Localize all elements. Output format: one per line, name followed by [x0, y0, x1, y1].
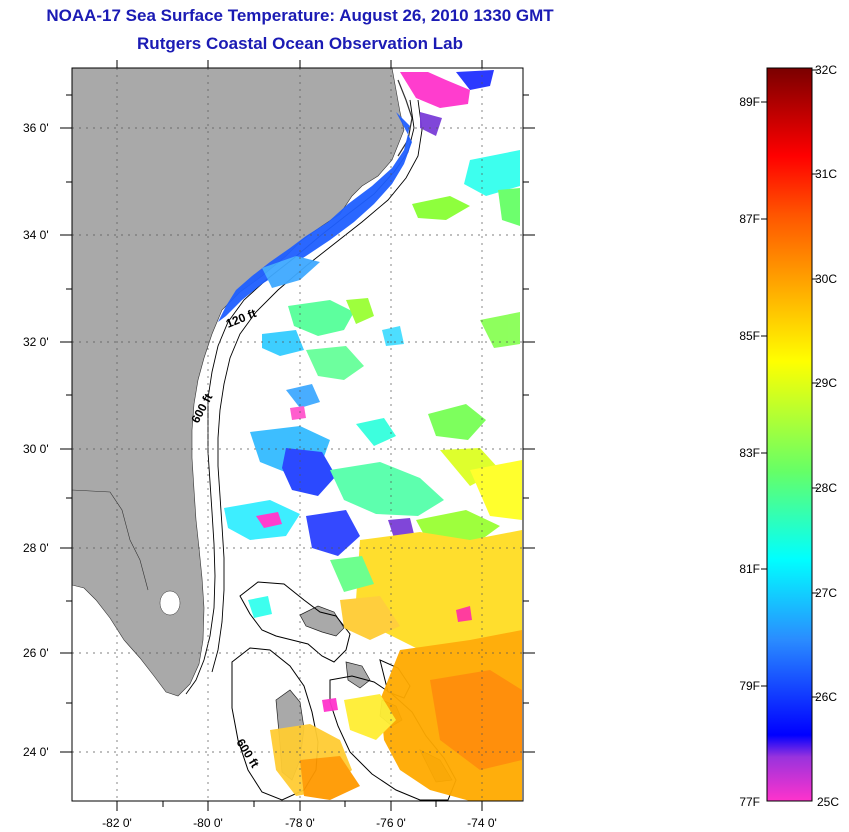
lat-label: 32 0': [23, 335, 49, 349]
celsius-label: 30C: [815, 272, 837, 286]
fahrenheit-label: 89F: [739, 95, 760, 109]
fahrenheit-label: 77F: [739, 795, 760, 809]
lon-label: -80 0': [193, 816, 223, 830]
celsius-label: 32C: [815, 63, 837, 77]
fahrenheit-label: 79F: [739, 679, 760, 693]
colorbar-celsius-labels: 32C 31C 30C 29C 28C 27C 26C 25C: [815, 63, 839, 809]
lon-label: -74 0': [467, 816, 497, 830]
sst-data: [218, 70, 522, 801]
lat-label: 36 0': [23, 121, 49, 135]
colorbar: [766, 67, 813, 802]
lon-label: -82 0': [102, 816, 132, 830]
celsius-label: 28C: [815, 481, 837, 495]
colorbar-fahrenheit-labels: 89F 87F 85F 83F 81F 79F 77F: [739, 95, 760, 809]
fahrenheit-label: 87F: [739, 212, 760, 226]
lat-label: 30 0': [23, 442, 49, 456]
celsius-label: 25C: [817, 795, 839, 809]
map-frame: [71, 67, 524, 802]
lat-label: 28 0': [23, 541, 49, 555]
lat-label: 24 0': [23, 745, 49, 759]
latitude-labels: 36 0' 34 0' 32 0' 30 0' 28 0' 26 0' 24 0…: [23, 121, 49, 759]
fahrenheit-label: 83F: [739, 446, 760, 460]
celsius-label: 26C: [815, 690, 837, 704]
map-title: NOAA-17 Sea Surface Temperature: August …: [46, 6, 554, 25]
celsius-label: 29C: [815, 376, 837, 390]
mainland-land: [72, 68, 405, 697]
fahrenheit-label: 85F: [739, 329, 760, 343]
celsius-label: 31C: [815, 167, 837, 181]
lon-label: -78 0': [285, 816, 315, 830]
longitude-labels: -82 0' -80 0' -78 0' -76 0' -74 0': [102, 816, 497, 830]
celsius-label: 27C: [815, 586, 837, 600]
map-subtitle: Rutgers Coastal Ocean Observation Lab: [137, 34, 463, 53]
lon-label: -76 0': [376, 816, 406, 830]
lat-label: 34 0': [23, 228, 49, 242]
lat-label: 26 0': [23, 646, 49, 660]
fahrenheit-label: 81F: [739, 562, 760, 576]
